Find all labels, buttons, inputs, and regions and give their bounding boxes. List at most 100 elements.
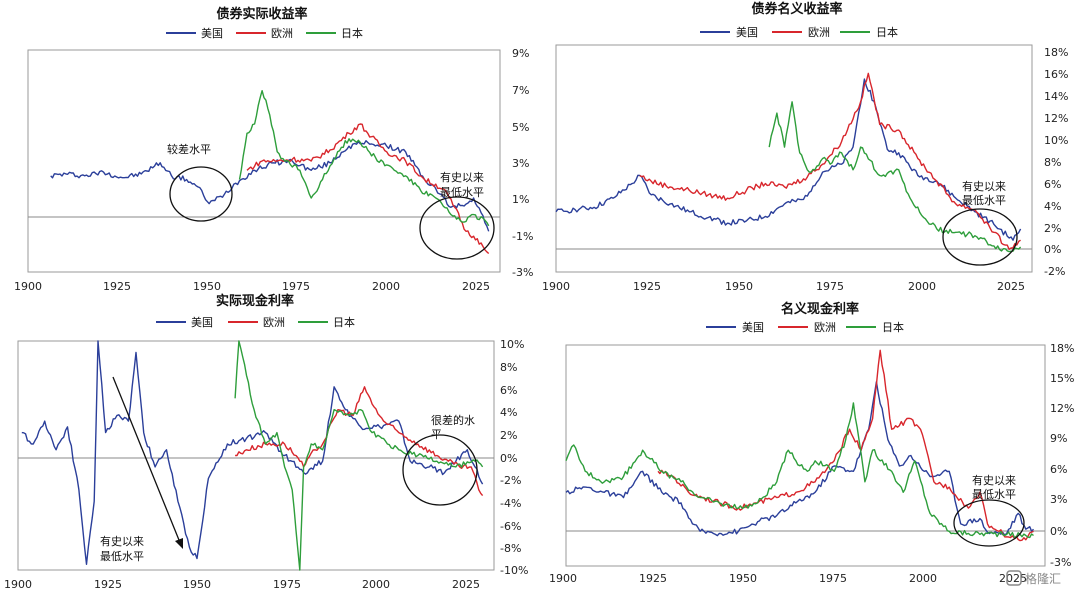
x-tick-label: 1925 (633, 280, 661, 293)
x-tick-label: 2000 (372, 280, 400, 293)
series-line-eu (639, 72, 1021, 251)
annotation-label: 平 (431, 428, 442, 441)
y-tick-label: 8% (1044, 156, 1061, 169)
legend-jp: 日本 (876, 25, 898, 39)
series-line-eu (657, 349, 1034, 542)
y-tick-label: 4% (1044, 200, 1061, 213)
chart1-annotations: 较差水平 有史以来 最低水平 (167, 142, 495, 260)
x-tick-label: 1950 (729, 572, 757, 585)
x-tick-label: 1950 (725, 280, 753, 293)
series-line-jp (238, 89, 490, 227)
y-tick-label: -2% (500, 474, 521, 487)
watermark-text: 格隆汇 (1025, 571, 1061, 586)
legend-eu: 欧洲 (808, 26, 830, 39)
y-tick-label: 10% (1044, 134, 1068, 147)
x-tick-label: 2025 (999, 572, 1027, 585)
y-tick-label: 0% (1050, 525, 1067, 538)
series-line-jp (768, 101, 1022, 253)
chart3-frame (17, 340, 495, 571)
y-tick-label: 5% (512, 121, 529, 134)
chart4-title: 名义现金利率 (781, 301, 859, 317)
legend-us: 美国 (742, 321, 764, 334)
x-tick-label: 1900 (14, 280, 42, 293)
y-tick-label: -3% (1050, 556, 1071, 569)
chart4-legend: 美国 欧洲 日本 (706, 320, 904, 334)
annotation-arrow (112, 376, 182, 546)
y-tick-label: 6% (1044, 178, 1061, 191)
y-tick-label: 16% (1044, 68, 1068, 81)
x-tick-label: 1900 (4, 578, 32, 591)
x-tick-label: 1925 (639, 572, 667, 585)
y-tick-label: -6% (500, 520, 521, 533)
series-line-us (21, 340, 484, 565)
chart3-legend: 美国 欧洲 日本 (156, 315, 355, 329)
legend-eu: 欧洲 (263, 316, 285, 329)
y-tick-label: -10% (500, 564, 528, 577)
chart4-annotations: 有史以来 最低水平 (953, 473, 1025, 547)
x-tick-label: 1975 (282, 280, 310, 293)
x-tick-label: 2000 (362, 578, 390, 591)
series-line-eu (235, 386, 484, 497)
annotation-circle (169, 166, 233, 222)
x-tick-label: 2025 (462, 280, 490, 293)
legend-jp: 日本 (882, 320, 904, 334)
chart2-annotations: 有史以来 最低水平 (942, 179, 1018, 266)
y-tick-label: 14% (1044, 90, 1068, 103)
annotation-label: 有史以来 (972, 473, 1016, 487)
annotation-circle (953, 499, 1025, 547)
y-tick-label: 9% (512, 47, 529, 60)
y-tick-label: 3% (1050, 493, 1067, 506)
chart1-legend: 美国 欧洲 日本 (166, 26, 363, 40)
y-tick-label: 8% (500, 361, 517, 374)
y-tick-label: 7% (512, 84, 529, 97)
legend-us: 美国 (191, 316, 213, 329)
chart2-title: 债券名义收益率 (751, 1, 842, 17)
chart2-legend: 美国 欧洲 日本 (700, 25, 898, 39)
legend-us: 美国 (736, 26, 758, 39)
y-tick-label: 18% (1044, 46, 1068, 59)
legend-eu: 欧洲 (271, 27, 293, 40)
series-line-eu (246, 123, 490, 255)
y-tick-label: 0% (500, 452, 517, 465)
y-tick-label: 6% (500, 384, 517, 397)
annotation-label: 最低水平 (972, 488, 1016, 501)
chart3-title: 实际现金利率 (216, 293, 294, 309)
x-tick-label: 1900 (549, 572, 577, 585)
annotation-label: 有史以来 (100, 534, 144, 548)
x-tick-label: 1975 (273, 578, 301, 591)
y-tick-label: 12% (1044, 112, 1068, 125)
x-tick-label: 1950 (193, 280, 221, 293)
chart1-title: 债券实际收益率 (216, 6, 307, 22)
y-tick-label: 4% (500, 406, 517, 419)
series-line-jp (565, 402, 1034, 539)
annotation-circle (402, 434, 478, 506)
arrowhead-icon (175, 538, 183, 549)
series-line-jp (234, 340, 484, 571)
x-tick-label: 2025 (452, 578, 480, 591)
y-tick-label: 2% (1044, 222, 1061, 235)
y-tick-label: 2% (500, 429, 517, 442)
x-tick-label: 1975 (816, 280, 844, 293)
y-tick-label: -4% (500, 497, 521, 510)
annotation-label: 最低水平 (440, 186, 484, 199)
y-tick-label: 1% (512, 193, 529, 206)
y-tick-label: -2% (1044, 265, 1065, 278)
x-tick-label: 2025 (997, 280, 1025, 293)
x-tick-label: 1975 (819, 572, 847, 585)
x-tick-label: 2000 (909, 572, 937, 585)
y-tick-label: 9% (1050, 432, 1067, 445)
y-tick-label: 0% (1044, 243, 1061, 256)
x-tick-label: 2000 (908, 280, 936, 293)
y-tick-label: 15% (1050, 372, 1074, 385)
series-line-us (555, 78, 1022, 241)
y-tick-label: 18% (1050, 342, 1074, 355)
chart2-frame (555, 44, 1033, 273)
y-tick-label: -8% (500, 542, 521, 555)
chart1-frame (27, 49, 501, 273)
y-tick-label: 10% (500, 338, 524, 351)
chart4-frame (565, 344, 1046, 567)
legend-jp: 日本 (341, 26, 363, 40)
series-line-us (50, 139, 490, 232)
y-tick-label: 12% (1050, 402, 1074, 415)
